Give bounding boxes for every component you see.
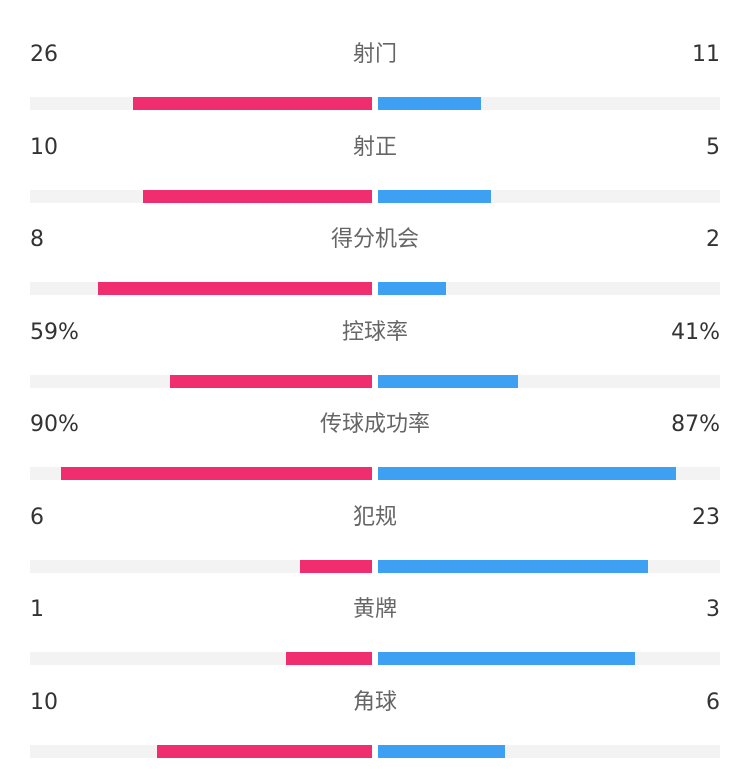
stat-label: 犯规 xyxy=(352,504,398,530)
home-value: 1 xyxy=(30,597,44,622)
home-bar-track xyxy=(30,374,372,388)
away-bar-track xyxy=(378,374,720,388)
stat-row-possession: 59% 控球率 41% xyxy=(0,293,750,388)
away-bar xyxy=(378,374,518,388)
away-bar xyxy=(378,97,481,110)
home-bar-track xyxy=(30,744,372,758)
home-bar xyxy=(300,559,372,573)
away-bar-track xyxy=(378,652,720,665)
away-value: 41% xyxy=(671,319,720,345)
stat-row-pass-accuracy: 90% 传球成功率 87% xyxy=(0,385,750,480)
stat-row-shots-on-target: 10 射正 5 xyxy=(0,108,750,203)
stat-label: 射门 xyxy=(352,42,398,67)
stat-label: 传球成功率 xyxy=(319,412,431,437)
away-value: 5 xyxy=(706,134,720,160)
stat-label: 角球 xyxy=(352,689,398,715)
away-bar xyxy=(378,189,491,203)
home-bar xyxy=(157,744,372,758)
away-bar-track xyxy=(378,467,720,480)
away-value: 6 xyxy=(706,689,720,715)
stat-row-big-chances: 8 得分机会 2 xyxy=(0,200,750,295)
stat-label: 黄牌 xyxy=(352,597,398,622)
home-bar xyxy=(286,652,372,665)
home-value: 10 xyxy=(30,689,58,715)
stat-label: 得分机会 xyxy=(330,227,420,252)
home-value: 26 xyxy=(30,42,58,67)
home-bar xyxy=(143,189,372,203)
home-bar xyxy=(170,374,372,388)
away-value: 23 xyxy=(692,504,720,530)
stat-row-corners: 10 角球 6 xyxy=(0,663,750,758)
home-value: 10 xyxy=(30,134,58,160)
away-bar xyxy=(378,559,648,573)
away-bar-track xyxy=(378,744,720,758)
home-value: 90% xyxy=(30,412,79,437)
away-bar-track xyxy=(378,282,720,295)
stat-row-yellow-cards: 1 黄牌 3 xyxy=(0,570,750,665)
home-bar xyxy=(61,467,372,480)
away-bar xyxy=(378,744,505,758)
stat-row-shots: 26 射门 11 xyxy=(0,15,750,110)
away-bar xyxy=(378,467,676,480)
away-bar xyxy=(378,652,635,665)
home-value: 59% xyxy=(30,319,79,345)
stat-label: 射正 xyxy=(352,134,398,160)
away-bar-track xyxy=(378,189,720,203)
away-bar xyxy=(378,282,446,295)
home-bar-track xyxy=(30,467,372,480)
away-bar-track xyxy=(378,97,720,110)
home-bar xyxy=(98,282,372,295)
home-bar-track xyxy=(30,97,372,110)
away-value: 3 xyxy=(706,597,720,622)
away-value: 11 xyxy=(692,42,720,67)
home-bar-track xyxy=(30,282,372,295)
away-value: 87% xyxy=(671,412,720,437)
home-value: 6 xyxy=(30,504,44,530)
stat-label: 控球率 xyxy=(341,319,409,345)
home-bar-track xyxy=(30,652,372,665)
home-bar-track xyxy=(30,559,372,573)
home-bar xyxy=(133,97,372,110)
away-bar-track xyxy=(378,559,720,573)
home-bar-track xyxy=(30,189,372,203)
away-value: 2 xyxy=(706,227,720,252)
stat-row-fouls: 6 犯规 23 xyxy=(0,478,750,573)
home-value: 8 xyxy=(30,227,44,252)
